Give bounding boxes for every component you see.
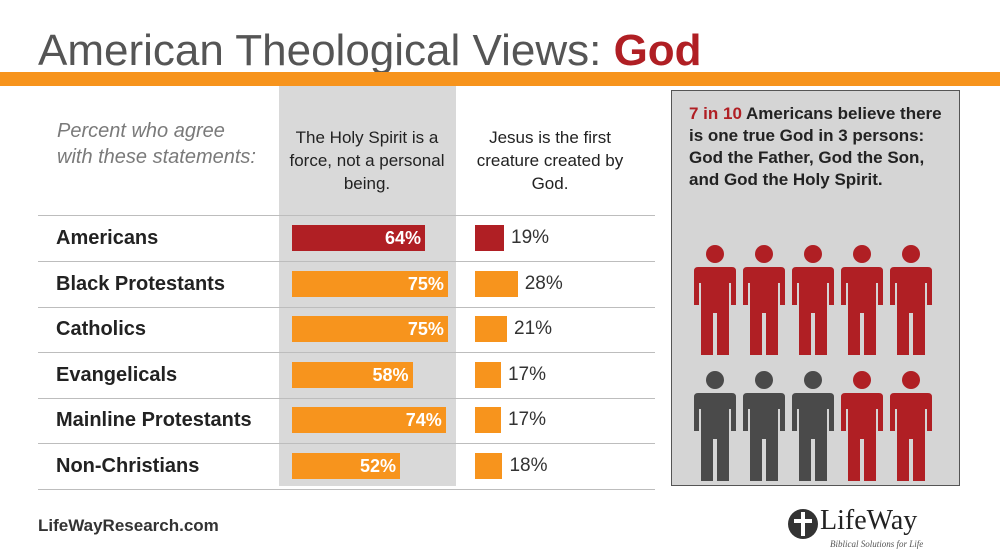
row-divider xyxy=(38,261,655,262)
row-divider xyxy=(38,352,655,354)
bar-label-holy-spirit: 75% xyxy=(407,273,444,294)
row-divider xyxy=(38,306,655,308)
bar-label-holy-spirit: 75% xyxy=(407,319,444,340)
bar-jesus xyxy=(475,453,503,479)
panel-text: 7 in 10 Americans believe there is one t… xyxy=(689,103,951,191)
panel-body: Americans believe there is one true God … xyxy=(689,104,942,189)
bar-label-jesus: 17% xyxy=(507,363,546,385)
lifeway-logo: LifeWay Biblical Solutions for Life xyxy=(786,505,946,553)
bar-label-jesus: 19% xyxy=(511,227,550,248)
bar-jesus xyxy=(475,225,504,251)
bar-holy-spirit xyxy=(292,225,425,251)
column-header-holy-spirit: The Holy Spirit is a force, not a person… xyxy=(289,128,445,193)
column-header-jesus: Jesus is the first creature created by G… xyxy=(476,128,624,193)
chart-title: American Theological Views: God xyxy=(38,26,702,76)
bar-label-jesus: 21% xyxy=(514,318,553,340)
footer-url[interactable]: LifeWayResearch.com xyxy=(38,516,219,535)
bar-label-holy-spirit: 64% xyxy=(384,228,421,248)
category-label: Catholics xyxy=(56,318,147,341)
category-label: Evangelicals xyxy=(56,363,178,386)
person-icon xyxy=(791,245,835,355)
bar-holy-spirit xyxy=(292,407,446,434)
intro-text: Percent who agree with these statements: xyxy=(57,120,256,168)
bar-holy-spirit xyxy=(292,453,401,479)
logo-wordmark: LifeWay xyxy=(820,505,918,536)
bar-holy-spirit xyxy=(292,316,448,343)
bar-label-jesus: 18% xyxy=(509,455,548,476)
bar-label-jesus: 28% xyxy=(524,272,563,294)
stat-panel: 7 in 10 Americans believe there is one t… xyxy=(671,90,960,486)
row-divider xyxy=(38,443,655,445)
bar-label-holy-spirit: 74% xyxy=(405,410,442,431)
bar-label-jesus: 17% xyxy=(507,409,546,431)
person-icon xyxy=(840,371,884,481)
row-divider xyxy=(38,215,655,216)
person-icon xyxy=(693,245,737,355)
person-icon xyxy=(791,371,835,481)
bar-label-holy-spirit: 58% xyxy=(372,364,409,385)
row-divider xyxy=(38,489,655,490)
title-main: American Theological Views: xyxy=(38,26,602,75)
bar-jesus xyxy=(475,316,508,343)
bar-jesus xyxy=(475,270,518,297)
person-icon xyxy=(742,245,786,355)
person-icon xyxy=(889,371,933,481)
logo-cross-icon xyxy=(788,509,818,539)
person-icon xyxy=(840,245,884,355)
category-label: Black Protestants xyxy=(56,272,225,295)
category-label: Non-Christians xyxy=(56,455,200,477)
bar-holy-spirit xyxy=(292,270,448,297)
logo-tagline: Biblical Solutions for Life xyxy=(830,539,924,549)
title-rule xyxy=(0,72,1000,86)
bar-label-holy-spirit: 52% xyxy=(360,456,397,476)
panel-highlight: 7 in 10 xyxy=(689,104,742,123)
person-icon xyxy=(889,245,933,355)
person-icon xyxy=(693,371,737,481)
bar-jesus xyxy=(475,361,501,388)
person-icon xyxy=(742,371,786,481)
bar-jesus xyxy=(475,407,501,434)
bar-holy-spirit xyxy=(292,361,413,388)
row-divider xyxy=(38,397,655,399)
category-label: Mainline Protestants xyxy=(56,409,252,432)
category-label: Americans xyxy=(56,227,159,249)
title-accent: God xyxy=(613,26,702,75)
